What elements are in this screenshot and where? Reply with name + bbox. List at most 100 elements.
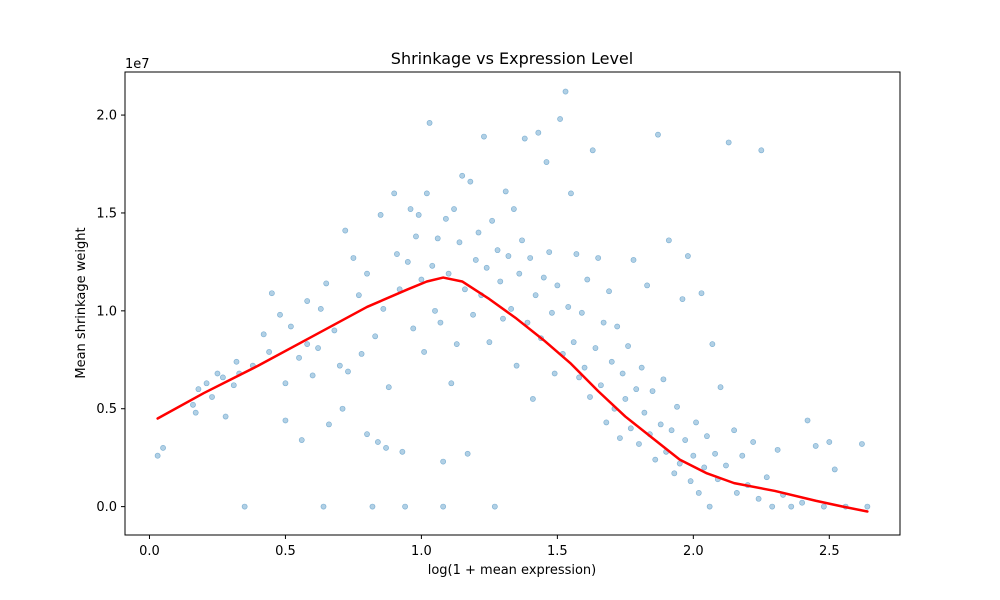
scatter-point xyxy=(195,386,202,393)
y-tick-label: 1.5 xyxy=(96,206,117,221)
scatter-point xyxy=(595,255,602,261)
scatter-point xyxy=(597,382,604,389)
scatter-point xyxy=(723,462,729,469)
scatter-point xyxy=(358,351,365,357)
scatter-point xyxy=(472,257,479,263)
scatter-point xyxy=(510,206,517,212)
scatter-point xyxy=(527,255,534,261)
scatter-point xyxy=(383,444,389,451)
scatter-point xyxy=(372,333,379,340)
scatter-point xyxy=(491,503,498,510)
x-tick-label: 1.0 xyxy=(411,544,432,559)
scatter-point xyxy=(309,372,316,379)
scatter-point xyxy=(287,323,294,330)
scatter-point xyxy=(345,368,351,375)
scatter-point xyxy=(769,503,776,510)
scatter-point xyxy=(296,354,302,361)
scatter-point xyxy=(315,345,321,351)
scatter-point xyxy=(508,305,515,312)
scatter-point xyxy=(731,427,738,434)
scatter-point xyxy=(671,470,678,477)
scatter-point xyxy=(619,370,626,377)
scatter-point xyxy=(448,380,455,387)
x-tick-label: 0.0 xyxy=(139,544,160,559)
scatter-point xyxy=(652,456,659,463)
scatter-point xyxy=(483,264,490,271)
scatter-point xyxy=(268,290,275,297)
scatter-point xyxy=(565,304,572,310)
scatter-point xyxy=(304,341,311,348)
scatter-point xyxy=(410,325,417,332)
scatter-point xyxy=(636,441,642,447)
scatter-point xyxy=(445,270,452,277)
scatter-point xyxy=(687,478,694,485)
scatter-point xyxy=(500,315,506,322)
scatter-point xyxy=(331,327,338,334)
scatter-point xyxy=(385,384,392,391)
scatter-point xyxy=(364,270,370,277)
scatter-point xyxy=(494,247,501,254)
scatter-point xyxy=(709,341,716,348)
scatter-point xyxy=(804,417,811,424)
scatter-point xyxy=(755,495,762,502)
y-tick-label: 2.0 xyxy=(96,109,117,124)
scatter-point xyxy=(551,370,558,377)
scatter-point xyxy=(486,339,493,346)
scatter-point xyxy=(481,133,487,140)
scatter-point xyxy=(587,394,593,400)
x-tick-label: 2.0 xyxy=(683,544,704,559)
scatter-point xyxy=(649,388,656,395)
scatter-point xyxy=(203,380,210,387)
scatter-point xyxy=(568,190,574,197)
scatter-point xyxy=(467,178,474,185)
y-offset-label: 1e7 xyxy=(125,57,150,72)
scatter-point xyxy=(633,386,640,393)
scatter-point xyxy=(391,190,398,197)
scatter-point xyxy=(665,237,672,244)
scatter-point xyxy=(725,139,732,146)
scatter-point xyxy=(377,212,384,218)
scatter-point xyxy=(674,403,680,410)
scatter-point xyxy=(622,396,629,402)
x-axis: 0.0 0.5 1.0 1.5 2.0 2.5 xyxy=(139,535,840,559)
scatter-point xyxy=(578,309,585,316)
scatter-point xyxy=(614,323,621,330)
scatter-point xyxy=(546,249,553,256)
scatter-point xyxy=(584,276,591,283)
scatter-point xyxy=(298,437,305,443)
scatter-point xyxy=(820,503,827,510)
scatter-point xyxy=(638,364,645,371)
scatter-point xyxy=(209,394,215,400)
scatter-point xyxy=(451,206,457,212)
scatter-point xyxy=(453,341,460,348)
scatter-point xyxy=(570,339,577,346)
scatter-point xyxy=(489,217,496,224)
scatter-point xyxy=(712,450,718,457)
scatter-point xyxy=(679,296,686,302)
scatter-point xyxy=(540,274,547,281)
scatter-point xyxy=(826,439,833,445)
scatter-point xyxy=(660,376,667,383)
scatter-point xyxy=(475,229,482,236)
scatter-point xyxy=(799,499,806,506)
x-tick-label: 1.5 xyxy=(547,544,568,559)
scatter-point xyxy=(516,270,523,277)
y-tick-label: 0.5 xyxy=(96,402,117,417)
scatter-point xyxy=(644,282,651,289)
scatter-point xyxy=(717,384,724,391)
scatter-point xyxy=(364,431,370,438)
scatter-point xyxy=(402,503,408,510)
scatter-point xyxy=(369,503,376,510)
x-tick-label: 0.5 xyxy=(275,544,296,559)
scatter-point xyxy=(222,413,229,420)
y-axis: 0.0 0.5 1.0 1.5 2.0 xyxy=(96,109,125,515)
scatter-point xyxy=(733,490,740,496)
scatter-point xyxy=(706,503,713,510)
scatter-point xyxy=(576,374,583,381)
scatter-point xyxy=(695,490,702,496)
x-axis-label: log(1 + mean expression) xyxy=(428,563,597,578)
scatter-point xyxy=(668,427,675,434)
trend-line-series xyxy=(156,276,869,513)
scatter-point xyxy=(657,421,664,428)
